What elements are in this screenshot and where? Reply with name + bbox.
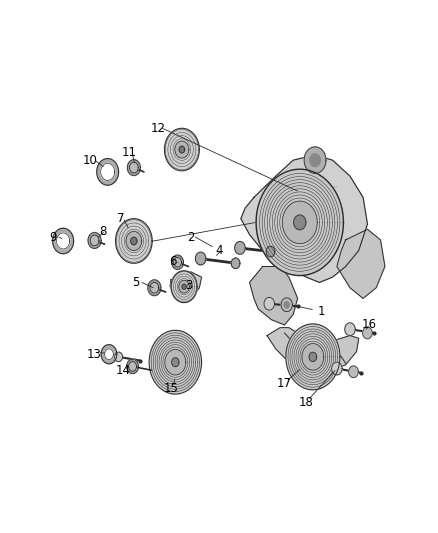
Polygon shape <box>286 324 340 390</box>
Polygon shape <box>337 229 385 298</box>
Polygon shape <box>309 352 317 361</box>
Polygon shape <box>130 163 138 173</box>
Polygon shape <box>179 280 189 293</box>
Polygon shape <box>129 362 137 371</box>
Polygon shape <box>283 201 317 244</box>
Polygon shape <box>57 233 70 249</box>
Text: 3: 3 <box>185 279 192 292</box>
Text: 13: 13 <box>87 348 102 361</box>
Polygon shape <box>126 231 142 251</box>
Text: 5: 5 <box>132 276 140 289</box>
Polygon shape <box>127 359 138 374</box>
Polygon shape <box>345 323 355 336</box>
Polygon shape <box>131 237 137 245</box>
Polygon shape <box>90 235 99 246</box>
Text: 15: 15 <box>163 382 178 395</box>
Polygon shape <box>116 219 152 263</box>
Polygon shape <box>310 154 320 166</box>
Polygon shape <box>304 147 326 173</box>
Polygon shape <box>172 255 184 269</box>
Text: 17: 17 <box>277 377 292 390</box>
Polygon shape <box>101 345 117 364</box>
Polygon shape <box>170 272 201 298</box>
Polygon shape <box>115 352 123 362</box>
Text: 7: 7 <box>117 212 124 225</box>
Polygon shape <box>127 160 141 175</box>
Polygon shape <box>173 257 181 267</box>
Polygon shape <box>256 169 343 276</box>
Polygon shape <box>264 297 275 310</box>
Polygon shape <box>150 282 159 293</box>
Polygon shape <box>195 252 206 265</box>
Text: 11: 11 <box>122 146 137 159</box>
Polygon shape <box>241 155 367 282</box>
Polygon shape <box>250 266 297 325</box>
Polygon shape <box>235 241 245 254</box>
Polygon shape <box>172 358 179 367</box>
Text: 18: 18 <box>299 395 314 409</box>
Polygon shape <box>349 366 358 377</box>
Polygon shape <box>231 258 240 269</box>
Polygon shape <box>363 327 372 339</box>
Polygon shape <box>175 141 189 158</box>
Polygon shape <box>105 349 113 360</box>
Text: 2: 2 <box>187 231 194 244</box>
Text: 8: 8 <box>99 225 107 238</box>
Polygon shape <box>266 246 275 257</box>
Polygon shape <box>284 302 289 308</box>
Polygon shape <box>88 232 101 248</box>
Polygon shape <box>165 350 186 375</box>
Text: 6: 6 <box>170 255 177 268</box>
Polygon shape <box>149 330 201 394</box>
Polygon shape <box>302 344 324 370</box>
Text: 1: 1 <box>318 305 325 318</box>
Polygon shape <box>101 164 115 180</box>
Text: 9: 9 <box>49 231 57 244</box>
Text: 16: 16 <box>362 319 377 332</box>
Text: 10: 10 <box>83 154 98 167</box>
Text: 12: 12 <box>150 122 166 135</box>
Polygon shape <box>53 228 74 254</box>
Text: 14: 14 <box>116 364 131 377</box>
Polygon shape <box>171 271 197 303</box>
Polygon shape <box>164 128 199 171</box>
Polygon shape <box>332 362 342 375</box>
Polygon shape <box>148 280 161 296</box>
Polygon shape <box>182 284 186 289</box>
Polygon shape <box>267 328 359 373</box>
Polygon shape <box>97 159 119 185</box>
Polygon shape <box>281 298 292 312</box>
Text: 4: 4 <box>215 244 223 257</box>
Polygon shape <box>179 146 185 153</box>
Polygon shape <box>293 215 306 230</box>
